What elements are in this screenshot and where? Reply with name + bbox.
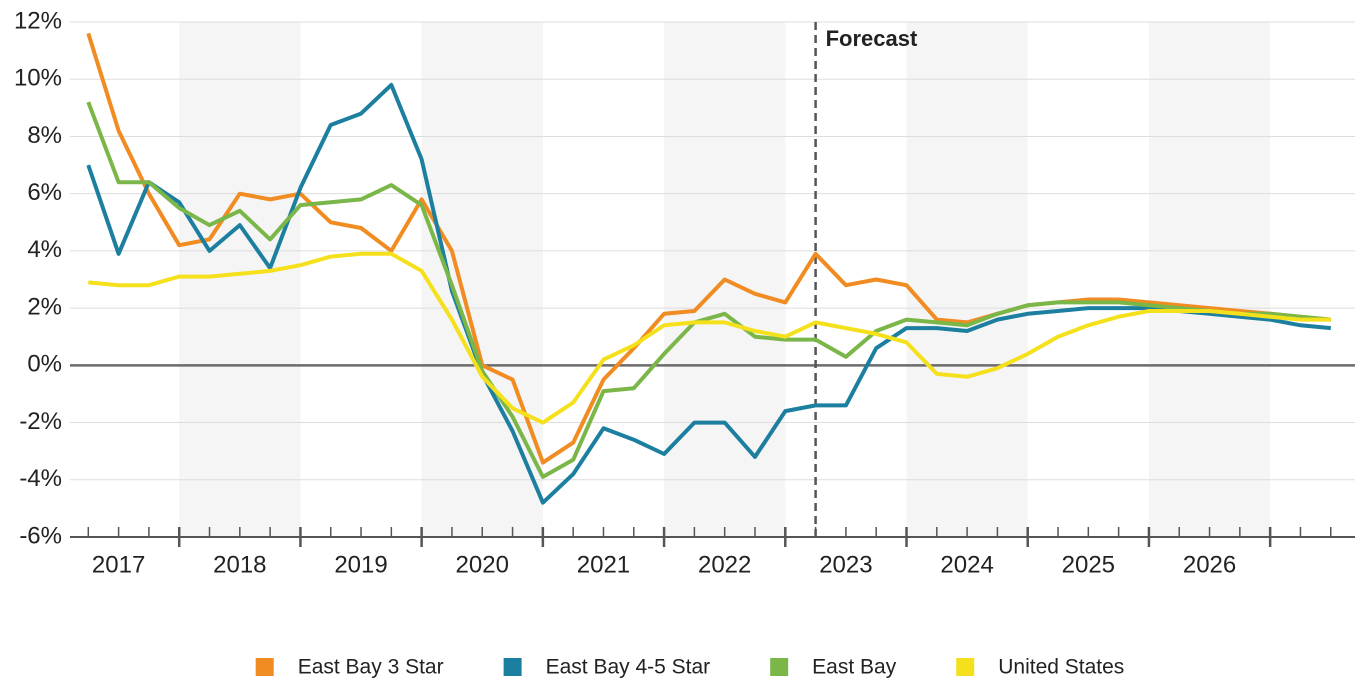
y-tick-label: 8% — [27, 122, 62, 149]
y-tick-label: 0% — [27, 351, 62, 378]
x-tick-label: 2025 — [1062, 551, 1115, 578]
x-tick-label: 2023 — [819, 551, 872, 578]
forecast-label: Forecast — [826, 26, 918, 51]
legend-item: East Bay 4-5 Star — [503, 656, 711, 679]
x-tick-label: 2020 — [456, 551, 509, 578]
series-line — [88, 251, 1331, 425]
legend-swatch — [770, 658, 789, 676]
x-tick-label: 2019 — [334, 551, 387, 578]
x-tick-label: 2024 — [940, 551, 993, 578]
y-tick-label: 4% — [27, 236, 62, 263]
legend-label: United States — [998, 656, 1124, 679]
legend-swatch — [255, 658, 274, 676]
x-tick-label: 2021 — [577, 551, 630, 578]
legend-item: East Bay — [770, 656, 897, 679]
legend-label: East Bay — [812, 656, 897, 679]
series-line — [86, 82, 1331, 505]
legend-swatch — [503, 658, 522, 676]
year-band — [179, 22, 301, 537]
y-tick-label: 2% — [27, 293, 62, 320]
y-tick-label: 10% — [14, 65, 62, 92]
legend: East Bay 3 Star East Bay 4-5 Star East Bay… — [255, 656, 1124, 679]
series-line — [86, 32, 1331, 465]
y-tick-label: -2% — [19, 408, 62, 435]
x-tick-label: 2017 — [92, 551, 145, 578]
y-tick-label: -6% — [19, 522, 62, 549]
legend-item: East Bay 3 Star — [255, 656, 444, 679]
series-line — [86, 101, 1331, 479]
x-tick-label: 2018 — [213, 551, 266, 578]
x-tick-label: 2022 — [698, 551, 751, 578]
x-tick-label: 2026 — [1183, 551, 1236, 578]
legend-label: East Bay 4-5 Star — [546, 656, 711, 679]
legend-label: East Bay 3 Star — [298, 656, 444, 679]
y-tick-label: -4% — [19, 465, 62, 492]
y-tick-label: 12% — [14, 7, 62, 34]
legend-item: United States — [956, 656, 1124, 679]
y-tick-label: 6% — [27, 179, 62, 206]
year-band — [1148, 22, 1271, 537]
legend-swatch — [956, 658, 975, 676]
year-band — [906, 22, 1028, 537]
